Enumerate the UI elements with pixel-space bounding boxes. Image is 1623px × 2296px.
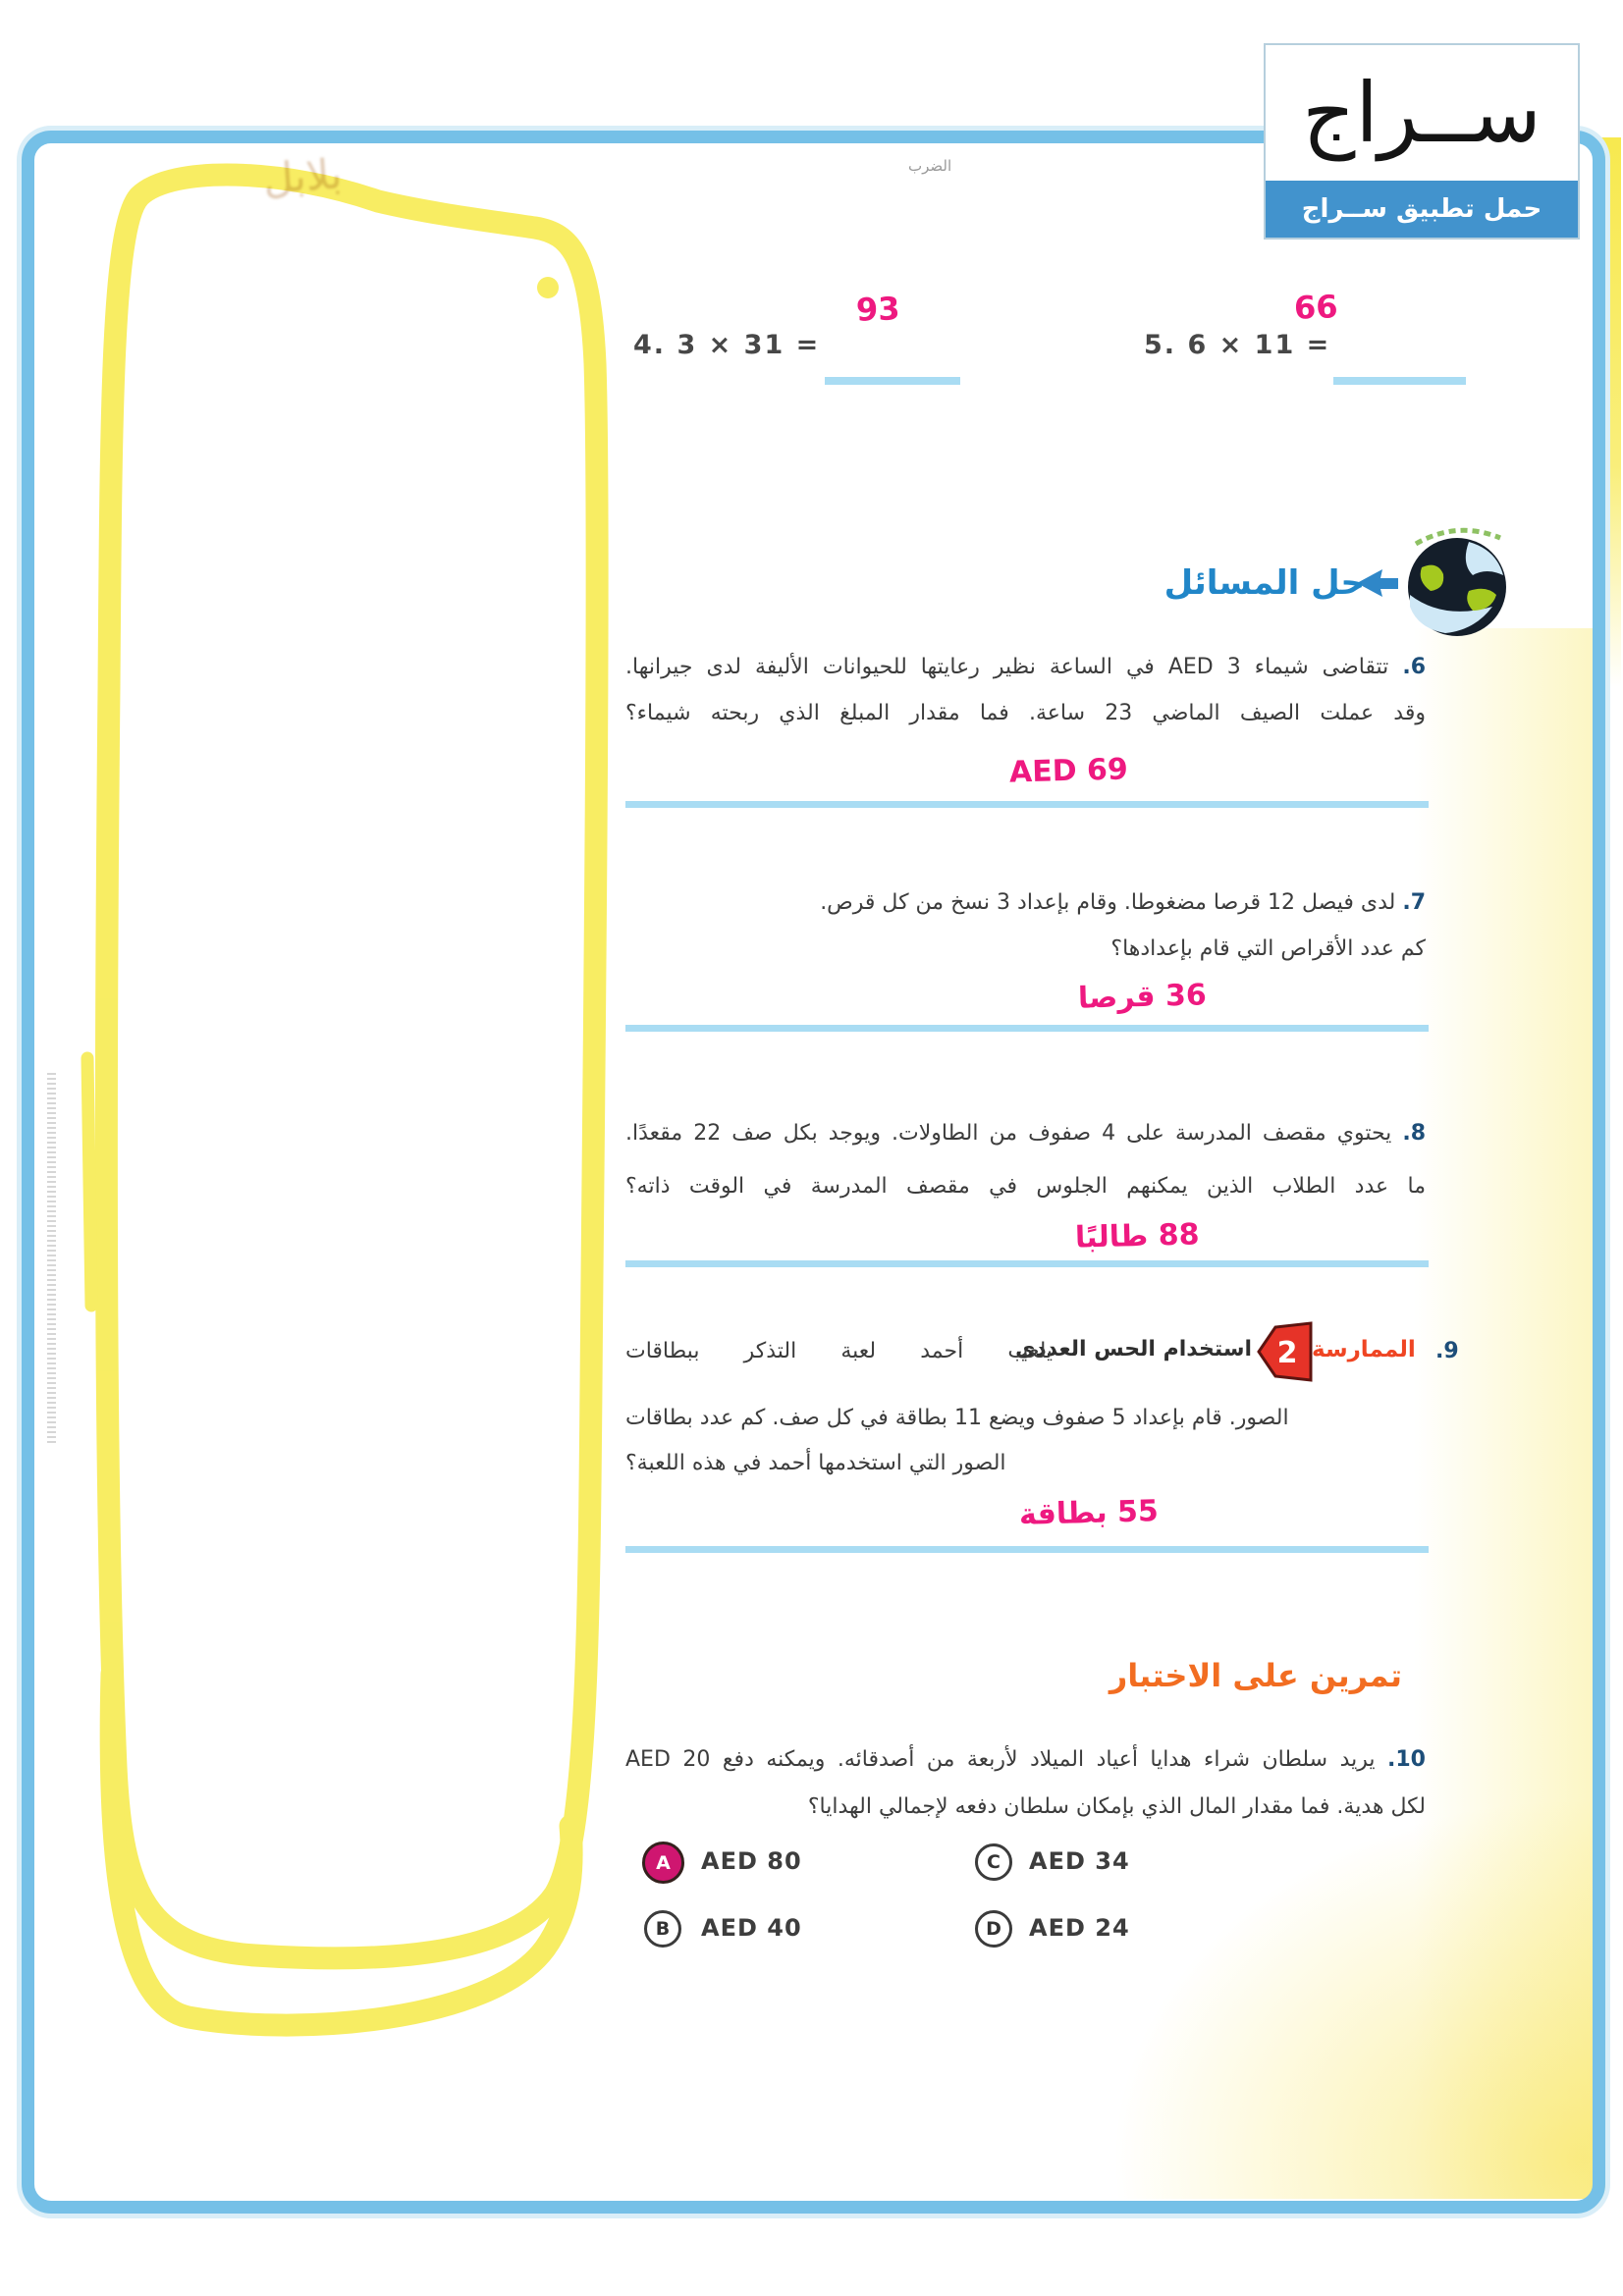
equation-5-answer-line	[1333, 377, 1466, 385]
equation-5-answer: 66	[1293, 288, 1339, 327]
blue-arrow-icon	[1357, 569, 1398, 597]
equation-4: 4. 3 × 31 =	[633, 330, 820, 360]
problem-8-number: 8.	[1402, 1121, 1426, 1146]
faint-handwriting: بلابل	[261, 149, 344, 203]
equation-5-num: 5.	[1144, 330, 1177, 360]
problem-7-number: 7.	[1402, 890, 1426, 915]
real-world-globe-icon	[1357, 527, 1506, 636]
siraj-logo-title: ســراج	[1302, 65, 1542, 161]
option-a-label: AED 80	[701, 1847, 802, 1875]
equation-5-expr: 6 × 11 =	[1187, 330, 1331, 360]
problem-9-line1: يلعب أحمد لعبة التذكر ببطاقات	[625, 1339, 1053, 1363]
problem-9-line2: الصور. قام بإعداد 5 صفوف ويضع 11 بطاقة ف…	[625, 1406, 1289, 1430]
equation-4-answer: 93	[855, 290, 901, 329]
page-corner-yellow-wash	[1109, 1796, 1605, 2199]
problem-6-line2: وقد عملت الصيف الماضي 23 ساعة. فما مقدار…	[625, 701, 1426, 725]
problem-6-number: 6.	[1402, 655, 1426, 679]
option-b-bubble[interactable]: B	[644, 1910, 681, 1948]
practice-label: الممارسة	[1312, 1337, 1416, 1362]
practice-badge-number: 2	[1277, 1336, 1298, 1370]
equation-4-expr: 3 × 31 =	[676, 330, 821, 360]
problem-8-line2: ما عدد الطلاب الذين يمكنهم الجلوس في مقص…	[625, 1174, 1426, 1199]
page-border-frame	[22, 131, 1605, 2214]
option-c-bubble[interactable]: C	[975, 1843, 1012, 1881]
equation-4-num: 4.	[633, 330, 667, 360]
equation-5: 5. 6 × 11 =	[1144, 330, 1330, 360]
problem-6-text1: تتقاضى شيماء AED 3 في الساعة نظير رعايته…	[625, 655, 1389, 679]
problem-6-line1: 6. تتقاضى شيماء AED 3 في الساعة نظير رعا…	[625, 651, 1426, 684]
strategy-label: استخدام الحس العددي	[1015, 1337, 1252, 1362]
problem-7-line2: كم عدد الأقراص التي قام بإعدادها؟	[1110, 936, 1426, 961]
problem-7-answer: 36 قرصا	[1077, 978, 1208, 1016]
problem-8-answer: 88 طالبًا	[1074, 1217, 1200, 1255]
problem-9-line3: الصور التي استخدمها أحمد في هذه اللعبة؟	[625, 1451, 1006, 1475]
problem-10-line1: 10. يريد سلطان شراء هدايا أعياد الميلاد …	[625, 1743, 1426, 1777]
problem-8-line1: 8. يحتوي مقصف المدرسة على 4 صفوف من الطا…	[625, 1117, 1426, 1150]
problem-solving-heading: حل المسائل	[1163, 563, 1365, 603]
practice-badge-arrow-icon: 2	[1257, 1321, 1313, 1382]
lesson-label: الضرب	[908, 157, 952, 175]
test-practice-heading: تمرين على الاختبار	[1109, 1657, 1402, 1694]
option-c-label: AED 34	[1029, 1847, 1130, 1875]
problem-9-answer-line	[625, 1546, 1429, 1553]
page-edge-yellow-strip	[1600, 137, 1621, 687]
siraj-logo-tagline: حمل تطبيق ســراج	[1266, 181, 1578, 238]
problem-7-text1: لدى فيصل 12 قرصا مضغوطا. وقام بإعداد 3 ن…	[820, 890, 1396, 915]
problem-6-answer: AED 69	[1008, 752, 1129, 790]
problem-9-number-text: 9.	[1435, 1339, 1459, 1363]
problem-10-number: 10.	[1387, 1747, 1426, 1772]
problem-7-answer-line	[625, 1025, 1429, 1032]
problem-8-text1: يحتوي مقصف المدرسة على 4 صفوف من الطاولا…	[625, 1121, 1392, 1146]
option-d-label: AED 24	[1029, 1914, 1130, 1942]
problem-7-line1: 7. لدى فيصل 12 قرصا مضغوطا. وقام بإعداد …	[820, 886, 1426, 920]
problem-10-line2: لكل هدية. فما مقدار المال الذي بإمكان سل…	[807, 1794, 1426, 1819]
option-b-label: AED 40	[701, 1914, 802, 1942]
problem-6-answer-line	[625, 801, 1429, 808]
option-d-bubble[interactable]: D	[975, 1910, 1012, 1948]
vertical-sidetext	[47, 1072, 56, 1443]
problem-9-number: 9.	[1435, 1335, 1459, 1368]
problem-8-answer-line	[625, 1260, 1429, 1267]
option-a-bubble[interactable]: A	[642, 1842, 684, 1884]
equation-4-answer-line	[825, 377, 960, 385]
problem-10-text1: يريد سلطان شراء هدايا أعياد الميلاد لأرب…	[625, 1747, 1376, 1772]
siraj-logo: ســراج حمل تطبيق ســراج	[1264, 43, 1580, 240]
problem-9-answer: 55 بطاقة	[1018, 1494, 1160, 1532]
